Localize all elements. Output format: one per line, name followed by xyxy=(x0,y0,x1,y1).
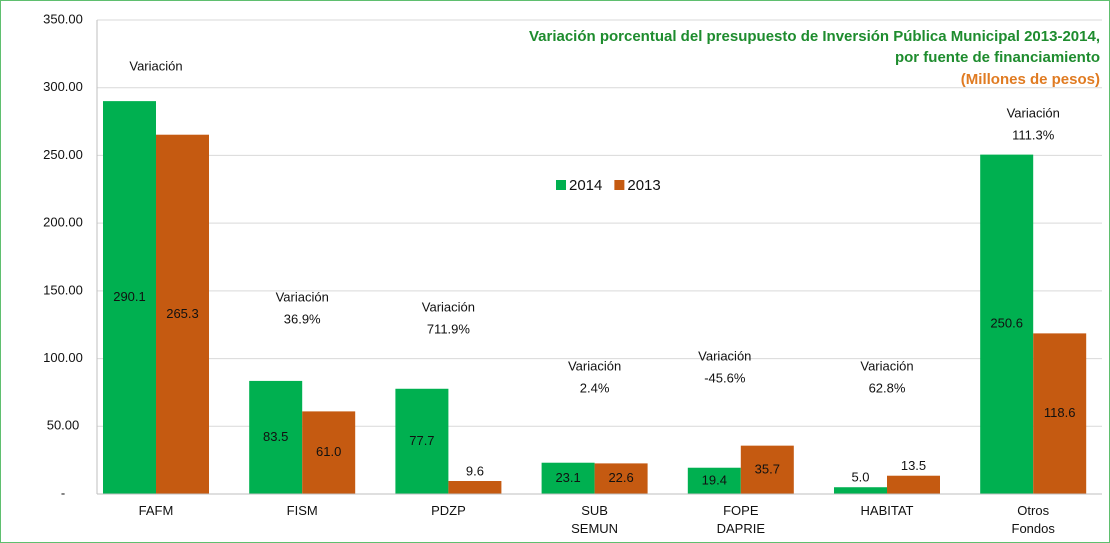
bar xyxy=(740,445,794,494)
data-label: 5.0 xyxy=(851,470,869,485)
data-label: 83.5 xyxy=(263,429,288,444)
x-tick-line: FOPE xyxy=(723,503,759,518)
y-tick-label: 100.00 xyxy=(43,350,83,365)
y-tick-label: 250.00 xyxy=(43,147,83,162)
annotation: Variación xyxy=(276,289,329,304)
x-tick-line: DAPRIE xyxy=(717,521,766,536)
data-label: 35.7 xyxy=(755,461,780,476)
annotation: Variación xyxy=(129,58,182,73)
data-label: 118.6 xyxy=(1044,405,1076,420)
data-label: 9.6 xyxy=(466,463,484,478)
chart-subtitle: (Millones de pesos) xyxy=(961,71,1100,88)
x-tick-label: FAFM xyxy=(139,503,174,518)
x-tick-line: Fondos xyxy=(1012,521,1056,536)
x-tick-label: Otros Fondos xyxy=(1012,503,1056,536)
data-label: 13.5 xyxy=(901,458,926,473)
data-label: 77.7 xyxy=(409,433,434,448)
bar xyxy=(980,154,1034,494)
data-label: 23.1 xyxy=(555,470,580,485)
bar xyxy=(1033,333,1087,494)
x-tick-label: SUB SEMUN xyxy=(571,503,618,536)
y-tick-label: - xyxy=(61,485,65,500)
legend-swatch xyxy=(614,180,625,190)
bar xyxy=(594,463,648,494)
data-label: 290.1 xyxy=(113,289,146,304)
x-tick-label: FISM xyxy=(287,503,318,518)
x-tick-line: PDZP xyxy=(431,503,466,518)
y-tick-label: 50.00 xyxy=(47,418,80,433)
y-tick-label: 300.00 xyxy=(43,79,83,94)
chart-title: Variación porcentual del presupuesto de … xyxy=(529,28,1100,45)
bar xyxy=(541,462,595,494)
y-tick-label: 200.00 xyxy=(43,215,83,230)
bar xyxy=(887,475,940,494)
data-label: 250.6 xyxy=(990,316,1023,331)
bar xyxy=(834,487,887,494)
annotation: Variación xyxy=(1007,105,1060,120)
y-tick-label: 150.00 xyxy=(43,282,83,297)
bar xyxy=(302,411,356,494)
bar xyxy=(395,388,449,494)
y-tick-label: 350.00 xyxy=(43,11,83,26)
annotation: Variación xyxy=(422,299,475,314)
x-tick-line: SUB xyxy=(581,503,608,518)
x-tick-line: HABITAT xyxy=(861,503,914,518)
data-label: 265.3 xyxy=(166,306,199,321)
annotation: 711.9% xyxy=(427,321,471,336)
data-label: 22.6 xyxy=(608,470,633,485)
annotation: 2.4% xyxy=(580,380,610,395)
data-label: 61.0 xyxy=(316,444,341,459)
legend-label: 2013 xyxy=(627,177,660,194)
annotation: 111.3% xyxy=(1012,127,1055,142)
annotation: Variación xyxy=(860,358,913,373)
bar xyxy=(156,134,209,494)
annotation: 36.9% xyxy=(284,311,321,326)
annotation: Variación xyxy=(698,348,751,363)
bar xyxy=(103,101,156,495)
x-tick-label: PDZP xyxy=(431,503,466,518)
chart-title: por fuente de financiamiento xyxy=(895,49,1100,66)
legend-swatch xyxy=(556,180,566,190)
x-tick-label: FOPE DAPRIE xyxy=(717,503,766,536)
data-label: 19.4 xyxy=(702,472,727,487)
x-tick-line: SEMUN xyxy=(571,521,618,536)
x-tick-label: HABITAT xyxy=(861,503,914,518)
bar xyxy=(249,380,303,494)
annotation: Variación xyxy=(568,358,621,373)
annotation: -45.6% xyxy=(704,370,746,385)
bar xyxy=(448,480,502,494)
bar xyxy=(687,467,741,494)
annotation: 62.8% xyxy=(869,380,906,395)
x-tick-line: Otros xyxy=(1017,503,1049,518)
legend-label: 2014 xyxy=(569,177,602,194)
x-tick-line: FISM xyxy=(287,503,318,518)
x-tick-line: FAFM xyxy=(139,503,174,518)
